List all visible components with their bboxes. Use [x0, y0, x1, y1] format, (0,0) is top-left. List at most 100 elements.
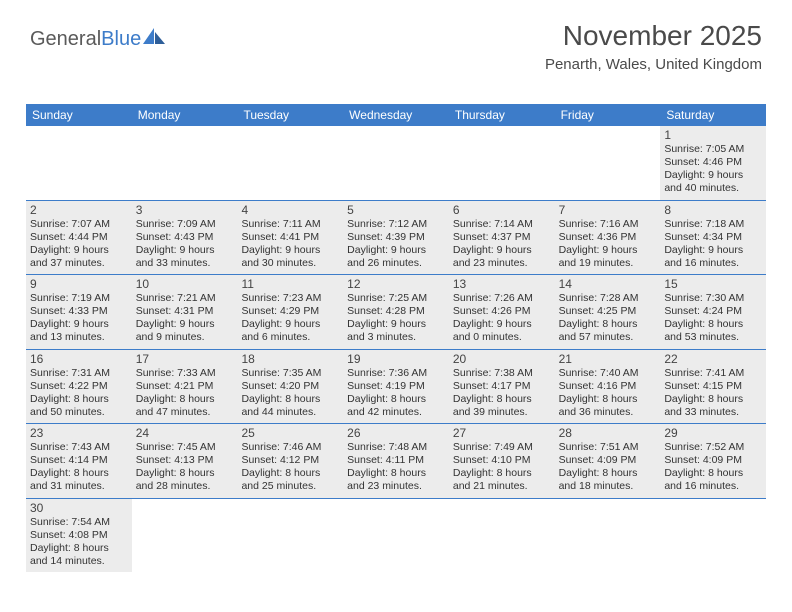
sunset-text: Sunset: 4:33 PM [30, 305, 128, 318]
day-number: 27 [453, 426, 551, 440]
daylight-text: Daylight: 8 hours [453, 467, 551, 480]
sunset-text: Sunset: 4:34 PM [664, 231, 762, 244]
sunrise-text: Sunrise: 7:49 AM [453, 441, 551, 454]
sail-icon [143, 28, 165, 46]
calendar-empty [555, 499, 661, 573]
daylight-text: and 37 minutes. [30, 257, 128, 270]
sunrise-text: Sunrise: 7:41 AM [664, 367, 762, 380]
sunrise-text: Sunrise: 7:54 AM [30, 516, 128, 529]
sunrise-text: Sunrise: 7:43 AM [30, 441, 128, 454]
sunrise-text: Sunrise: 7:12 AM [347, 218, 445, 231]
daylight-text: and 19 minutes. [559, 257, 657, 270]
calendar-week: 9Sunrise: 7:19 AMSunset: 4:33 PMDaylight… [26, 275, 766, 350]
sunrise-text: Sunrise: 7:35 AM [241, 367, 339, 380]
daylight-text: and 9 minutes. [136, 331, 234, 344]
sunset-text: Sunset: 4:46 PM [664, 156, 762, 169]
daylight-text: and 39 minutes. [453, 406, 551, 419]
sunset-text: Sunset: 4:22 PM [30, 380, 128, 393]
sunrise-text: Sunrise: 7:07 AM [30, 218, 128, 231]
calendar-empty [132, 126, 238, 200]
calendar-empty [26, 126, 132, 200]
calendar-day: 9Sunrise: 7:19 AMSunset: 4:33 PMDaylight… [26, 275, 132, 349]
dow-monday: Monday [132, 104, 238, 126]
calendar-day: 21Sunrise: 7:40 AMSunset: 4:16 PMDayligh… [555, 350, 661, 424]
daylight-text: and 47 minutes. [136, 406, 234, 419]
day-number: 24 [136, 426, 234, 440]
daylight-text: and 16 minutes. [664, 257, 762, 270]
sunset-text: Sunset: 4:37 PM [453, 231, 551, 244]
day-number: 10 [136, 277, 234, 291]
sunrise-text: Sunrise: 7:40 AM [559, 367, 657, 380]
sunset-text: Sunset: 4:14 PM [30, 454, 128, 467]
daylight-text: Daylight: 9 hours [136, 318, 234, 331]
daylight-text: and 36 minutes. [559, 406, 657, 419]
day-number: 13 [453, 277, 551, 291]
sunrise-text: Sunrise: 7:11 AM [241, 218, 339, 231]
daylight-text: Daylight: 8 hours [241, 467, 339, 480]
calendar-week: 30Sunrise: 7:54 AMSunset: 4:08 PMDayligh… [26, 499, 766, 573]
dow-wednesday: Wednesday [343, 104, 449, 126]
sunrise-text: Sunrise: 7:05 AM [664, 143, 762, 156]
daylight-text: and 28 minutes. [136, 480, 234, 493]
dow-thursday: Thursday [449, 104, 555, 126]
sunrise-text: Sunrise: 7:09 AM [136, 218, 234, 231]
daylight-text: and 50 minutes. [30, 406, 128, 419]
calendar-week: 1Sunrise: 7:05 AMSunset: 4:46 PMDaylight… [26, 126, 766, 201]
daylight-text: and 44 minutes. [241, 406, 339, 419]
day-number: 8 [664, 203, 762, 217]
sunset-text: Sunset: 4:09 PM [559, 454, 657, 467]
sunrise-text: Sunrise: 7:18 AM [664, 218, 762, 231]
calendar-day: 6Sunrise: 7:14 AMSunset: 4:37 PMDaylight… [449, 201, 555, 275]
daylight-text: Daylight: 9 hours [241, 244, 339, 257]
calendar-day: 23Sunrise: 7:43 AMSunset: 4:14 PMDayligh… [26, 424, 132, 498]
day-number: 26 [347, 426, 445, 440]
sunset-text: Sunset: 4:31 PM [136, 305, 234, 318]
day-number: 25 [241, 426, 339, 440]
daylight-text: and 13 minutes. [30, 331, 128, 344]
daylight-text: Daylight: 8 hours [664, 393, 762, 406]
daylight-text: Daylight: 8 hours [241, 393, 339, 406]
sunrise-text: Sunrise: 7:30 AM [664, 292, 762, 305]
calendar-day: 19Sunrise: 7:36 AMSunset: 4:19 PMDayligh… [343, 350, 449, 424]
sunset-text: Sunset: 4:13 PM [136, 454, 234, 467]
sunset-text: Sunset: 4:17 PM [453, 380, 551, 393]
daylight-text: and 18 minutes. [559, 480, 657, 493]
daylight-text: Daylight: 9 hours [241, 318, 339, 331]
sunrise-text: Sunrise: 7:46 AM [241, 441, 339, 454]
daylight-text: Daylight: 9 hours [30, 318, 128, 331]
calendar-day: 5Sunrise: 7:12 AMSunset: 4:39 PMDaylight… [343, 201, 449, 275]
daylight-text: Daylight: 8 hours [559, 467, 657, 480]
calendar-day: 25Sunrise: 7:46 AMSunset: 4:12 PMDayligh… [237, 424, 343, 498]
sunset-text: Sunset: 4:41 PM [241, 231, 339, 244]
sunset-text: Sunset: 4:43 PM [136, 231, 234, 244]
sunrise-text: Sunrise: 7:23 AM [241, 292, 339, 305]
calendar-empty [660, 499, 766, 573]
sunset-text: Sunset: 4:28 PM [347, 305, 445, 318]
day-number: 7 [559, 203, 657, 217]
calendar-day: 20Sunrise: 7:38 AMSunset: 4:17 PMDayligh… [449, 350, 555, 424]
day-number: 4 [241, 203, 339, 217]
sunrise-text: Sunrise: 7:52 AM [664, 441, 762, 454]
day-number: 20 [453, 352, 551, 366]
daylight-text: and 53 minutes. [664, 331, 762, 344]
daylight-text: and 26 minutes. [347, 257, 445, 270]
daylight-text: and 0 minutes. [453, 331, 551, 344]
sunrise-text: Sunrise: 7:48 AM [347, 441, 445, 454]
calendar-day: 29Sunrise: 7:52 AMSunset: 4:09 PMDayligh… [660, 424, 766, 498]
day-number: 14 [559, 277, 657, 291]
daylight-text: and 21 minutes. [453, 480, 551, 493]
sunrise-text: Sunrise: 7:26 AM [453, 292, 551, 305]
sunrise-text: Sunrise: 7:14 AM [453, 218, 551, 231]
calendar-empty [343, 499, 449, 573]
calendar-empty [343, 126, 449, 200]
sunrise-text: Sunrise: 7:36 AM [347, 367, 445, 380]
calendar-day: 27Sunrise: 7:49 AMSunset: 4:10 PMDayligh… [449, 424, 555, 498]
calendar-day: 26Sunrise: 7:48 AMSunset: 4:11 PMDayligh… [343, 424, 449, 498]
calendar-empty [237, 126, 343, 200]
daylight-text: Daylight: 9 hours [453, 244, 551, 257]
calendar-day: 12Sunrise: 7:25 AMSunset: 4:28 PMDayligh… [343, 275, 449, 349]
day-number: 6 [453, 203, 551, 217]
sunset-text: Sunset: 4:15 PM [664, 380, 762, 393]
calendar-day: 8Sunrise: 7:18 AMSunset: 4:34 PMDaylight… [660, 201, 766, 275]
calendar-day: 1Sunrise: 7:05 AMSunset: 4:46 PMDaylight… [660, 126, 766, 200]
